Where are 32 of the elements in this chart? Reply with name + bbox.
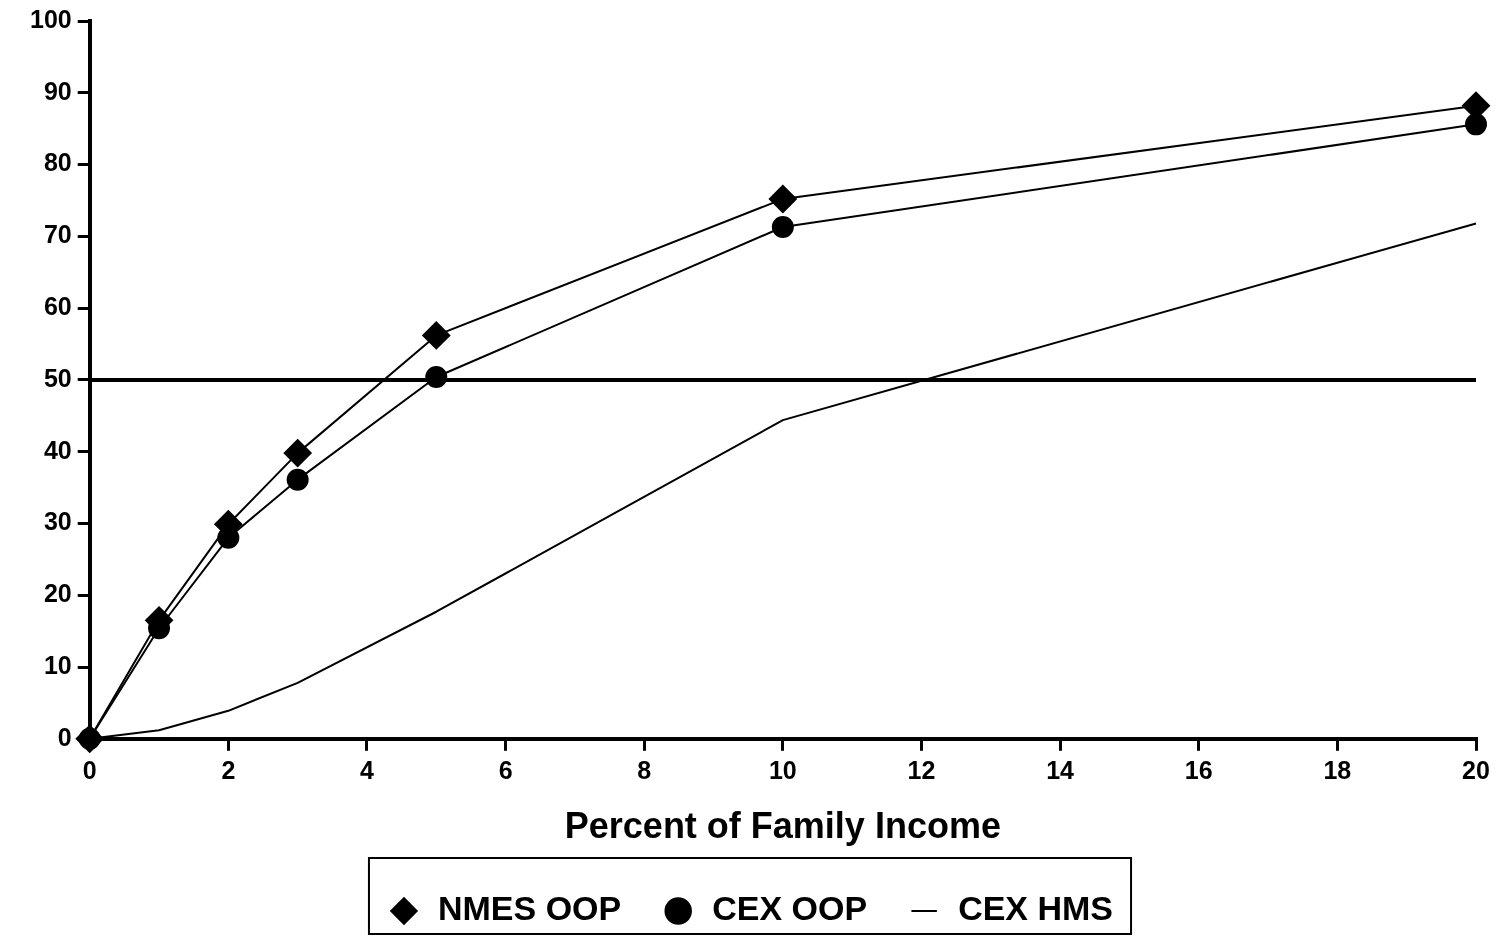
point [768, 185, 797, 214]
y-tick-label: 0 [57, 722, 72, 751]
y-tick-label: 10 [43, 650, 72, 679]
y-tick-label: 50 [43, 363, 72, 392]
y-tick-label: 20 [43, 579, 72, 608]
y-tick-label: 60 [43, 292, 72, 321]
y-tick-label: 70 [43, 220, 72, 249]
point [286, 468, 309, 491]
legend-label: CEX OOP [712, 889, 868, 928]
point [283, 439, 312, 468]
x-tick-label: 2 [221, 755, 236, 784]
y-tick-label: 30 [43, 507, 72, 536]
x-tick-label: 0 [82, 755, 97, 784]
y-tick-label: 80 [43, 148, 72, 177]
x-tick-label: 10 [768, 755, 797, 784]
point [1465, 113, 1487, 136]
y-tick-label: 90 [43, 76, 72, 105]
point [771, 216, 794, 239]
x-tick-label: 18 [1323, 755, 1352, 784]
x-tick-label: 6 [498, 755, 513, 784]
legend-label: CEX HMS [958, 889, 1114, 928]
y-tick-label: 100 [29, 4, 72, 33]
x-tick-label: 4 [360, 755, 375, 784]
x-tick-label: 8 [637, 755, 652, 784]
x-tick-label: 12 [907, 755, 936, 784]
x-tick-label: 16 [1184, 755, 1213, 784]
y-tick-label: 40 [43, 435, 72, 464]
legend-label: NMES OOP [437, 889, 622, 928]
x-axis-title: Percent of Family Income [564, 805, 1001, 847]
point [422, 321, 451, 350]
x-tick-label: 14 [1046, 755, 1075, 784]
x-tick-label: 20 [1462, 755, 1490, 784]
